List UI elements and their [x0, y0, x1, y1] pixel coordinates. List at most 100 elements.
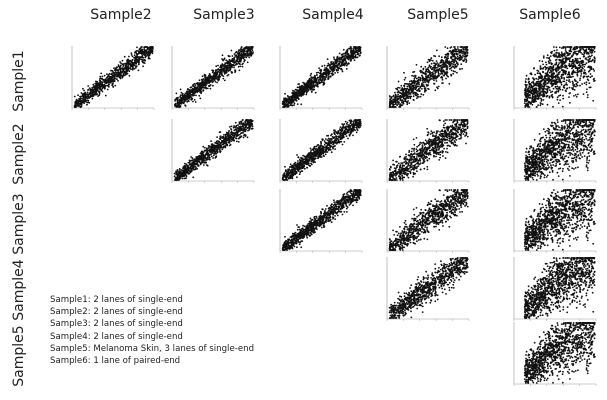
data-point: [463, 49, 465, 51]
data-point: [552, 97, 554, 99]
row-header-sample5: Sample5: [4, 312, 34, 400]
data-point: [120, 65, 122, 67]
data-point: [432, 72, 434, 74]
data-point: [177, 104, 179, 106]
data-point: [526, 85, 528, 87]
data-point: [231, 64, 233, 66]
data-point: [572, 66, 574, 68]
data-point: [315, 92, 317, 94]
data-point: [437, 64, 439, 66]
data-point: [525, 92, 527, 94]
data-point: [336, 60, 338, 62]
data-point: [354, 57, 356, 59]
data-point: [441, 77, 443, 79]
data-point: [322, 76, 324, 78]
data-point: [397, 91, 399, 93]
data-point: [421, 88, 423, 90]
data-point: [539, 81, 541, 83]
data-point: [584, 64, 586, 66]
data-point: [130, 68, 132, 70]
data-point: [194, 87, 196, 89]
scatter-panel-sample2-sample3: [166, 117, 256, 189]
data-point: [572, 81, 574, 83]
data-point: [302, 82, 304, 84]
data-point: [443, 65, 445, 67]
data-point: [430, 66, 432, 68]
data-point: [195, 90, 197, 92]
data-point: [548, 68, 550, 70]
data-point: [292, 90, 294, 92]
data-point: [583, 56, 585, 58]
data-point: [571, 63, 573, 65]
data-point: [466, 60, 468, 62]
data-point: [224, 64, 226, 66]
data-point: [392, 99, 394, 101]
data-point: [528, 101, 530, 103]
data-point: [110, 82, 112, 84]
data-point: [91, 94, 93, 96]
data-point: [451, 46, 453, 48]
data-point: [97, 95, 99, 97]
data-point: [434, 89, 436, 91]
data-point: [594, 51, 596, 53]
data-point: [185, 96, 187, 98]
data-point: [223, 59, 225, 61]
data-point: [441, 71, 443, 73]
data-point: [545, 82, 547, 84]
data-point: [587, 56, 589, 58]
data-point: [318, 79, 320, 81]
data-point: [583, 48, 585, 50]
data-point: [530, 103, 532, 105]
data-point: [229, 60, 231, 62]
data-point: [330, 61, 332, 63]
data-point: [174, 104, 176, 106]
data-point: [345, 55, 347, 57]
data-point: [240, 132, 242, 134]
data-point: [143, 51, 145, 53]
data-point: [557, 52, 559, 54]
data-point: [389, 101, 391, 103]
data-point: [575, 51, 577, 53]
data-point: [569, 46, 571, 48]
data-point: [422, 82, 424, 84]
data-point: [537, 91, 539, 93]
data-point: [465, 52, 467, 54]
data-point: [528, 90, 530, 92]
data-point: [198, 95, 200, 97]
data-point: [202, 90, 204, 92]
data-point: [542, 93, 544, 95]
data-point: [467, 49, 469, 51]
data-point: [239, 70, 241, 72]
data-point: [553, 88, 555, 90]
data-point: [328, 74, 330, 76]
data-point: [100, 89, 102, 91]
data-point: [459, 59, 461, 61]
data-point: [577, 58, 579, 60]
data-point: [586, 62, 588, 64]
data-point: [525, 78, 527, 80]
data-point: [251, 48, 253, 50]
data-point: [318, 67, 320, 69]
data-point: [79, 106, 81, 108]
data-point: [443, 75, 445, 77]
data-point: [195, 83, 197, 85]
data-point: [320, 70, 322, 72]
data-point: [221, 149, 223, 151]
data-point: [404, 95, 406, 97]
data-point: [296, 94, 298, 96]
data-point: [237, 52, 239, 54]
data-point: [555, 52, 557, 54]
data-point: [561, 78, 563, 80]
data-point: [553, 65, 555, 67]
data-point: [557, 68, 559, 70]
data-point: [316, 72, 318, 74]
data-point: [108, 74, 110, 76]
data-point: [224, 80, 226, 82]
data-point: [350, 48, 352, 50]
data-point: [242, 55, 244, 57]
data-point: [533, 67, 535, 69]
data-point: [334, 72, 336, 74]
data-point: [75, 100, 77, 102]
data-point: [221, 58, 223, 60]
data-point: [552, 106, 554, 108]
